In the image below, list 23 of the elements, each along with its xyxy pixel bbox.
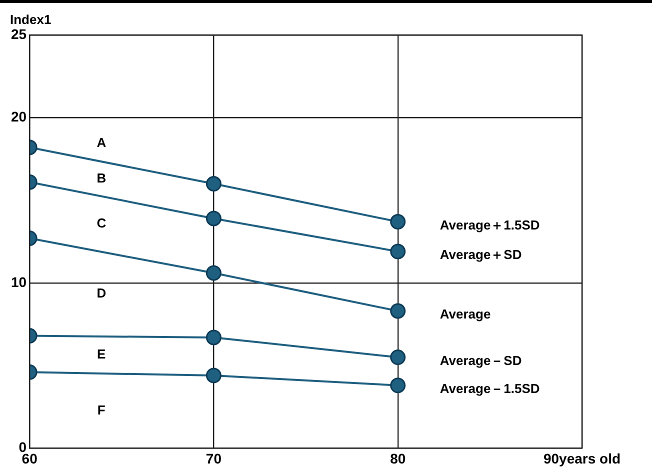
x-tick-label: 70 [206,450,222,466]
x-tick-label: 90years old [543,450,621,466]
annotation: E [97,346,106,362]
annotation: F [97,402,106,418]
point [390,350,406,366]
annotation: C [96,216,107,231]
y-tick-label: 20 [10,108,27,124]
y-tick-label: 10 [10,274,27,290]
point [390,214,406,230]
text: Average＋SD [440,247,522,262]
y-tick-label: 25 [10,26,27,42]
annotation: D [96,286,106,301]
annotation: B [96,170,106,186]
point [390,378,406,394]
text: Average [440,306,491,322]
point [390,244,406,260]
text: Average－1.5SD [440,380,540,396]
point [390,303,406,319]
text: Average－SD [440,352,522,368]
annotation: A [96,135,107,150]
y-axis-title: Index1 [10,12,52,28]
x-tick-label: 80 [390,450,406,466]
text: Average＋1.5SD [440,217,540,232]
